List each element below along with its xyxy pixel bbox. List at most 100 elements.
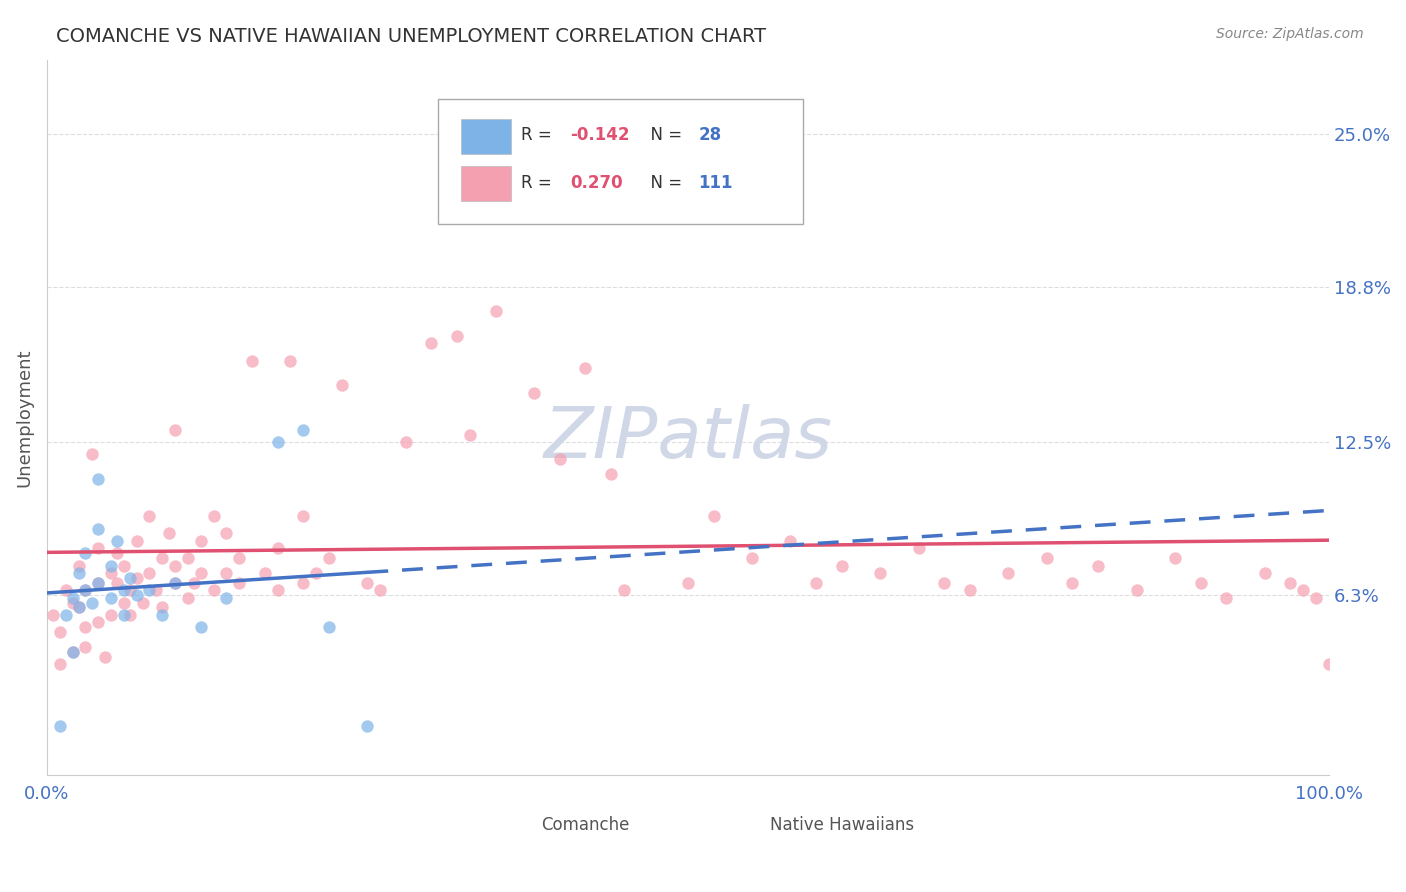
- Text: R =: R =: [522, 126, 557, 144]
- Point: [356, 575, 378, 590]
- Point: [100, 591, 122, 605]
- Point: [1189, 575, 1212, 590]
- Point: [177, 551, 200, 566]
- Point: [55, 583, 77, 598]
- Point: [75, 583, 97, 598]
- Point: [1279, 575, 1302, 590]
- Point: [80, 448, 103, 462]
- Point: [165, 575, 187, 590]
- Text: COMANCHE VS NATIVE HAWAIIAN UNEMPLOYMENT CORRELATION CHART: COMANCHE VS NATIVE HAWAIIAN UNEMPLOYMENT…: [56, 27, 766, 45]
- Point: [574, 361, 596, 376]
- Text: 28: 28: [699, 126, 721, 144]
- Point: [446, 329, 468, 343]
- Point: [997, 566, 1019, 580]
- Point: [48, 625, 70, 640]
- Point: [120, 583, 142, 598]
- FancyBboxPatch shape: [437, 99, 803, 224]
- Point: [215, 526, 238, 541]
- Point: [67, 566, 90, 580]
- Point: [190, 620, 212, 634]
- Y-axis label: Unemployment: Unemployment: [15, 348, 32, 487]
- Point: [100, 607, 122, 622]
- Point: [1036, 551, 1059, 566]
- FancyBboxPatch shape: [461, 119, 510, 154]
- Point: [523, 385, 546, 400]
- Point: [165, 575, 187, 590]
- Point: [112, 607, 135, 622]
- Text: R =: R =: [522, 174, 557, 192]
- Point: [613, 583, 636, 598]
- Point: [907, 541, 929, 556]
- Point: [165, 423, 187, 437]
- Point: [292, 575, 315, 590]
- Point: [1164, 551, 1187, 566]
- Text: 111: 111: [699, 174, 733, 192]
- Point: [676, 575, 699, 590]
- Point: [280, 353, 302, 368]
- Point: [120, 571, 142, 585]
- Point: [55, 607, 77, 622]
- Point: [75, 583, 97, 598]
- Point: [266, 541, 288, 556]
- Point: [420, 336, 443, 351]
- Point: [125, 533, 148, 548]
- Point: [138, 583, 160, 598]
- Point: [458, 427, 481, 442]
- Text: ZIPatlas: ZIPatlas: [543, 404, 832, 474]
- Point: [228, 575, 250, 590]
- Point: [1317, 657, 1340, 672]
- Point: [138, 509, 160, 524]
- Point: [1125, 583, 1147, 598]
- Text: Comanche: Comanche: [541, 816, 630, 834]
- Point: [87, 575, 110, 590]
- Point: [215, 566, 238, 580]
- Point: [62, 596, 84, 610]
- Point: [80, 596, 103, 610]
- Point: [228, 551, 250, 566]
- Point: [292, 509, 315, 524]
- Point: [105, 546, 128, 560]
- Point: [318, 620, 340, 634]
- Point: [165, 558, 187, 573]
- Point: [548, 452, 571, 467]
- Point: [125, 571, 148, 585]
- Point: [215, 591, 238, 605]
- Point: [75, 546, 97, 560]
- Point: [292, 423, 315, 437]
- Point: [804, 575, 827, 590]
- Point: [112, 558, 135, 573]
- Point: [202, 583, 225, 598]
- Point: [177, 591, 200, 605]
- Point: [183, 575, 205, 590]
- Point: [67, 558, 90, 573]
- Text: N =: N =: [641, 126, 688, 144]
- Point: [62, 645, 84, 659]
- Point: [120, 607, 142, 622]
- Point: [87, 522, 110, 536]
- Text: N =: N =: [641, 174, 688, 192]
- Point: [62, 591, 84, 605]
- Point: [150, 600, 173, 615]
- Point: [702, 509, 724, 524]
- Point: [87, 541, 110, 556]
- Point: [150, 551, 173, 566]
- Point: [93, 649, 115, 664]
- Text: Source: ZipAtlas.com: Source: ZipAtlas.com: [1216, 27, 1364, 41]
- Point: [87, 615, 110, 630]
- Point: [75, 640, 97, 654]
- Point: [1215, 591, 1237, 605]
- Point: [600, 467, 623, 482]
- Point: [1292, 583, 1315, 598]
- Point: [202, 509, 225, 524]
- Point: [240, 353, 263, 368]
- FancyBboxPatch shape: [756, 814, 793, 838]
- Point: [105, 575, 128, 590]
- Point: [1254, 566, 1277, 580]
- Point: [150, 607, 173, 622]
- Point: [651, 156, 673, 170]
- Text: 0.270: 0.270: [569, 174, 623, 192]
- FancyBboxPatch shape: [461, 166, 510, 201]
- Point: [934, 575, 956, 590]
- Point: [869, 566, 891, 580]
- Point: [87, 472, 110, 486]
